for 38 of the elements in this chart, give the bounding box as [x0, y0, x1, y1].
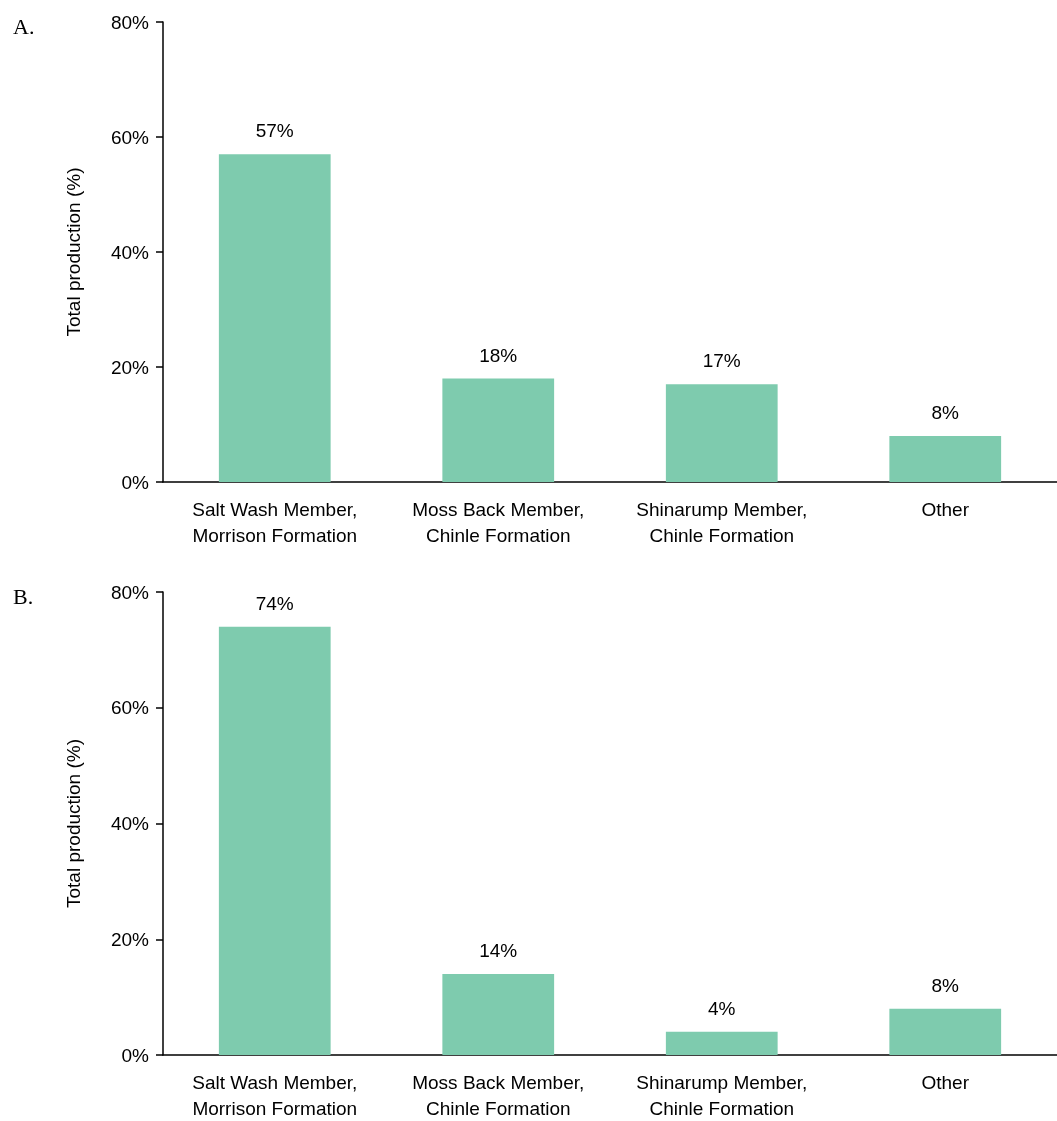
data-label: 8% [931, 974, 960, 996]
x-tick-label: Shinarump Member, Chinle Formation [636, 1071, 808, 1119]
bar [889, 436, 1002, 482]
bar [889, 1008, 1002, 1055]
bar [442, 378, 555, 482]
data-label: 74% [255, 592, 294, 614]
y-tick-label: 40% [110, 241, 150, 263]
x-tick-label: Shinarump Member, Chinle Formation [636, 498, 808, 546]
y-tick-label: 0% [121, 471, 150, 493]
y-axis-title: Total production (%) [63, 739, 84, 908]
data-label: 18% [479, 344, 518, 366]
y-tick-label: 0% [121, 1044, 150, 1066]
y-tick-label: 80% [110, 11, 150, 33]
x-tick-label: Other [921, 498, 970, 520]
data-label: 8% [931, 402, 960, 423]
bar [665, 384, 778, 482]
x-tick-label: Salt Wash Member, Morrison Formation [192, 498, 358, 546]
x-tick-label: Salt Wash Member, Morrison Formation [192, 1071, 358, 1119]
data-label: 4% [708, 997, 736, 1019]
x-tick-label: Other [921, 1071, 970, 1093]
y-tick-label: 80% [110, 581, 150, 603]
bar [442, 973, 555, 1055]
chart-title: B. [13, 583, 34, 609]
data-label: 17% [702, 350, 741, 372]
bar [218, 626, 331, 1055]
data-label: 57% [255, 120, 294, 142]
data-label: 14% [479, 939, 518, 961]
bar [665, 1031, 778, 1055]
y-tick-label: 60% [110, 697, 150, 719]
chart-title: A. [13, 13, 35, 39]
y-tick-label: 60% [110, 126, 150, 148]
x-tick-label: Moss Back Member, Chinle Formation [412, 1071, 585, 1119]
y-tick-label: 40% [110, 813, 150, 834]
y-tick-label: 20% [110, 356, 150, 378]
x-tick-label: Moss Back Member, Chinle Formation [412, 498, 585, 546]
y-tick-label: 20% [110, 928, 150, 950]
bar [218, 154, 331, 482]
y-axis-title: Total production (%) [63, 167, 84, 337]
